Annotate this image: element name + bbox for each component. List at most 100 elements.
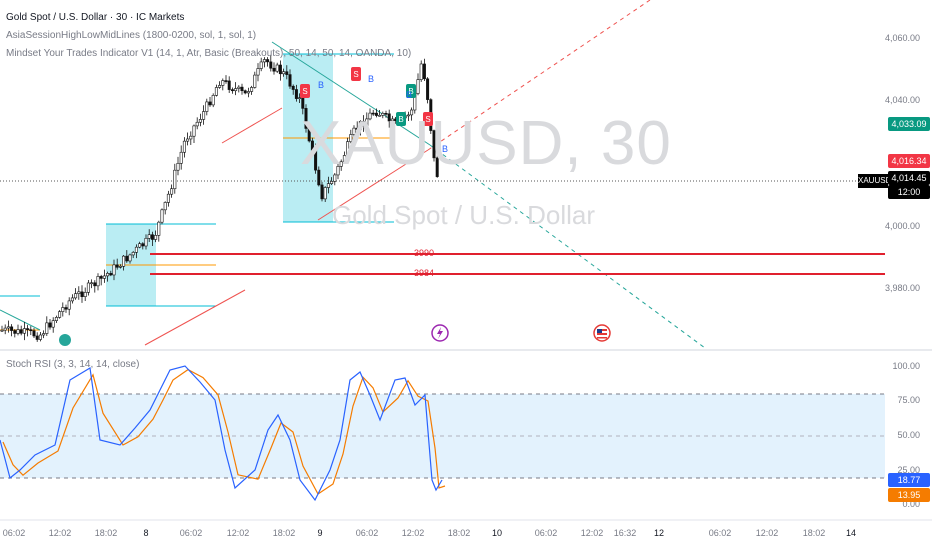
candle-body	[179, 151, 183, 164]
candle-body	[157, 221, 161, 236]
rsi-tick: 0.00	[902, 499, 920, 509]
candle-body	[138, 243, 142, 248]
candle-body	[6, 326, 10, 329]
candle-body	[186, 138, 190, 142]
candle-body	[374, 112, 378, 116]
time-tick: 8	[143, 528, 149, 538]
time-tick: 06:02	[179, 528, 203, 538]
candle-body	[122, 255, 126, 267]
candle-body	[320, 184, 324, 200]
candle-body	[83, 292, 87, 297]
candle-body	[432, 130, 436, 159]
candle-body	[259, 61, 263, 69]
candle-body	[163, 202, 167, 211]
candle-body	[310, 140, 314, 151]
dividend-event-icon	[59, 334, 71, 346]
rsi-tick: 100.00	[892, 361, 920, 371]
candle-body	[77, 291, 81, 294]
candle-body	[272, 67, 276, 72]
chart-title[interactable]: Gold Spot / U.S. Dollar · 30 · IC Market…	[6, 12, 185, 23]
buy-signal-text: B	[442, 144, 448, 154]
candle-body	[182, 140, 186, 153]
candle-body	[112, 264, 116, 276]
candle-body	[61, 307, 65, 312]
buy-signal-label: B	[398, 115, 403, 124]
candle-body	[294, 89, 298, 99]
time-tick: 12:02	[755, 528, 779, 538]
time-tick: 06:02	[2, 528, 26, 538]
candle-body	[362, 120, 366, 127]
lightning-icon	[437, 327, 443, 339]
watermark-symbol: XAUUSD, 30	[300, 109, 672, 178]
time-tick: 06:02	[534, 528, 558, 538]
candle-body	[246, 91, 250, 94]
indicator-asia-session[interactable]: AsiaSessionHighLowMidLines (1800-0200, s…	[6, 30, 257, 41]
candle-body	[192, 125, 196, 137]
candle-body	[390, 118, 394, 122]
candle-body	[298, 97, 302, 99]
buy-signal-marker	[396, 112, 406, 126]
candle-body	[275, 64, 279, 72]
candle-body	[173, 169, 177, 190]
candle-body	[410, 109, 414, 116]
candle-body	[326, 183, 330, 188]
sell-signal-label: S	[302, 87, 307, 96]
candle-body	[278, 64, 282, 75]
rsi-title[interactable]: Stoch RSI (3, 3, 14, 14, close)	[6, 359, 140, 370]
candle-body	[339, 161, 343, 167]
candle-body	[378, 114, 382, 117]
rsi-tick: 75.00	[897, 395, 920, 405]
trend-line-red-1	[144, 289, 246, 346]
candle-body	[288, 74, 292, 87]
candle-body	[224, 80, 228, 82]
candle-body	[355, 127, 359, 130]
candle-body	[240, 86, 244, 92]
candle-body	[256, 68, 260, 76]
candle-body	[102, 275, 106, 279]
candle-body	[160, 209, 164, 223]
candle-body	[45, 322, 49, 334]
candle-body	[189, 135, 193, 140]
price-tick: 4,060.00	[884, 33, 920, 43]
candle-body	[416, 79, 420, 94]
candle-body	[170, 188, 174, 195]
rsi-d-tag: 13.95	[888, 488, 930, 502]
candle-body	[266, 59, 270, 63]
candle-body	[221, 80, 225, 86]
candle-body	[16, 329, 20, 334]
time-tick: 18:02	[802, 528, 826, 538]
rsi-k-line	[0, 365, 443, 502]
candle-body	[86, 282, 90, 293]
candle-body	[269, 61, 273, 69]
time-tick: 10	[491, 528, 503, 538]
candle-body	[115, 264, 119, 268]
time-tick: 18:02	[447, 528, 471, 538]
candle-body	[317, 169, 321, 186]
candle-body	[214, 87, 218, 96]
candle-body	[109, 273, 113, 276]
buy-signal-text: B	[406, 90, 412, 100]
candle-body	[314, 149, 318, 171]
candle-body	[198, 119, 202, 123]
candle-body	[96, 276, 100, 287]
time-tick: 12:02	[401, 528, 425, 538]
candle-body	[147, 234, 151, 239]
candle-body	[141, 243, 145, 247]
buy-signal-marker	[406, 84, 416, 98]
candle-body	[307, 128, 311, 142]
candle-body	[74, 293, 78, 299]
indicator-mindset[interactable]: Mindset Your Trades Indicator V1 (14, 1,…	[6, 48, 412, 59]
candle-body	[0, 329, 4, 332]
level-label-3984: 3984	[414, 268, 435, 278]
time-tick: 18:02	[272, 528, 296, 538]
time-tick: 14	[845, 528, 857, 538]
candle-body	[227, 80, 231, 90]
candle-body	[368, 112, 372, 120]
candle-body	[58, 311, 62, 318]
candle-body	[38, 334, 42, 340]
candle-body	[176, 163, 180, 171]
candle-body	[205, 101, 209, 112]
candle-body	[346, 141, 350, 156]
